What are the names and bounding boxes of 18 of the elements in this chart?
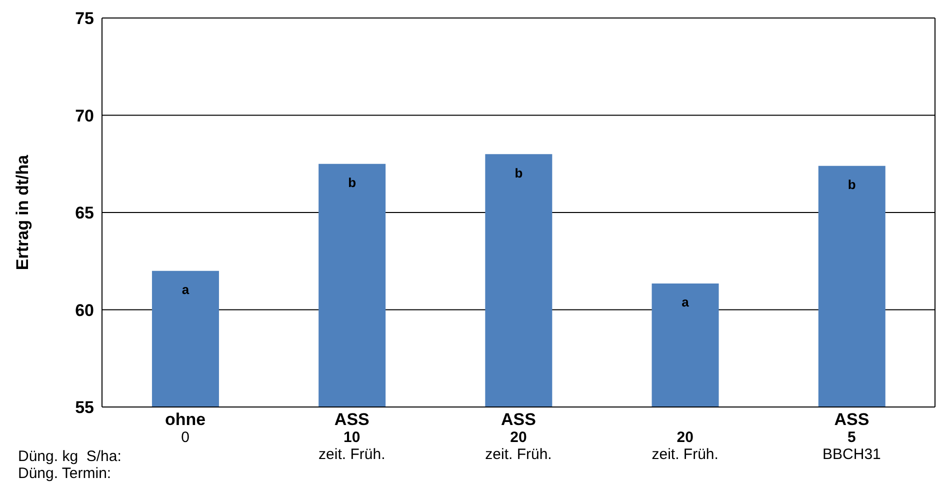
x-tick-label: ASS 10 zeit. Früh.: [318, 410, 386, 463]
x-tick-label: 20 zeit. Früh.: [652, 429, 718, 463]
data-label: a: [682, 294, 690, 310]
y-tick-label: 70: [75, 106, 94, 126]
data-label: b: [514, 165, 523, 180]
y-tick-label: 65: [75, 204, 94, 223]
x-tick-label: ASS 20 zeit. Früh.: [485, 410, 552, 463]
data-label: b: [848, 177, 856, 192]
y-axis-title: Ertrag in dt/ha: [13, 154, 32, 270]
y-tick-label: 75: [75, 9, 94, 28]
y-tick-label: 60: [75, 300, 94, 320]
text: Düng. Termin:: [18, 465, 112, 482]
data-label: b: [348, 175, 356, 190]
y-tick-label: 55: [75, 398, 94, 418]
x-tick-label: ohne 0: [164, 410, 206, 446]
data-label: a: [182, 282, 190, 298]
text: Düng. kg S/ha:: [18, 448, 122, 465]
x-tick-label: ASS 5 BBCH31: [822, 410, 881, 463]
